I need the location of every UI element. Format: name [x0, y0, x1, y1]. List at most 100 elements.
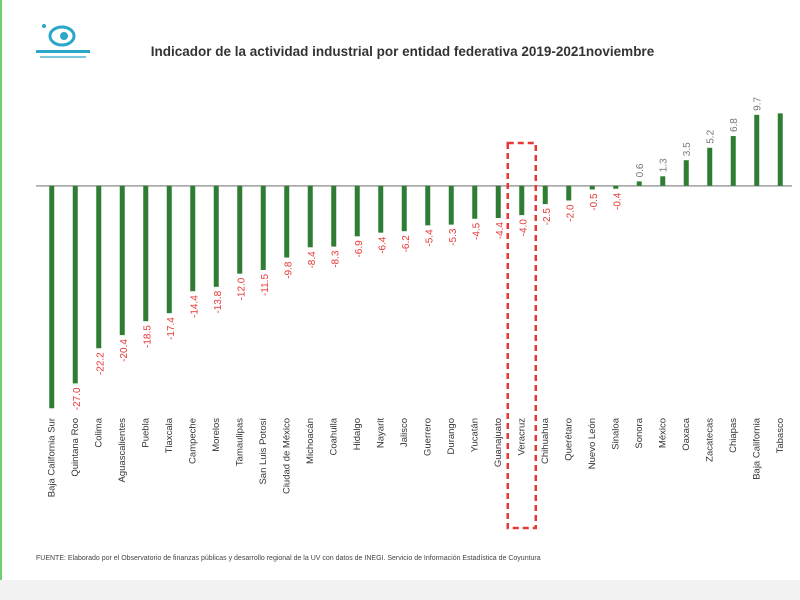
value-label: -20.4: [119, 339, 130, 362]
x-tick-label: Puebla: [140, 417, 151, 447]
value-label: -8.3: [330, 250, 341, 268]
value-label: -18.5: [142, 325, 153, 348]
x-tick-label: Oaxaca: [681, 417, 692, 450]
bar: [777, 113, 783, 186]
x-tick-label: Sinaloa: [610, 417, 621, 449]
bar: [707, 147, 713, 186]
bar: [589, 185, 595, 190]
bar: [495, 185, 501, 219]
value-label: -9.8: [283, 261, 294, 279]
x-tick-label: Veracruz: [516, 418, 527, 456]
value-label: 9.7: [752, 96, 763, 110]
bar: [166, 185, 172, 314]
source-note: FUENTE: Elaborado por el Observatorio de…: [36, 555, 541, 562]
value-label: -4.4: [495, 222, 506, 240]
x-tick-label: Durango: [446, 418, 457, 454]
value-label: 5.2: [705, 129, 716, 143]
value-label: -22.2: [95, 352, 106, 375]
x-tick-label: Tabasco: [775, 418, 786, 453]
x-tick-label: Guerrero: [422, 418, 433, 456]
x-tick-label: Jalisco: [399, 418, 410, 447]
bar: [119, 185, 125, 336]
bar: [754, 114, 760, 186]
bar: [519, 185, 525, 216]
value-label: -4.0: [518, 219, 529, 237]
bar: [636, 181, 642, 186]
x-tick-label: Colima: [93, 417, 104, 447]
x-tick-label: Chiapas: [728, 418, 739, 453]
chart-title: Indicador de la actividad industrial por…: [150, 44, 655, 59]
bar: [331, 185, 337, 247]
bar: [307, 185, 313, 248]
chart: Baja California Sur Quintana Roo -27.0 Coli…: [36, 24, 792, 530]
x-tick-label: Tamaulipas: [234, 418, 245, 466]
x-tick-label: Baja California Sur: [46, 418, 57, 497]
bar: [425, 185, 431, 226]
value-label: -0.5: [589, 193, 600, 211]
value-label: -6.2: [401, 235, 412, 253]
bar: [49, 185, 55, 409]
value-label: -0.4: [612, 192, 623, 210]
bar: [448, 185, 454, 225]
value-label: -2.0: [565, 204, 576, 222]
x-tick-label: Quintana Roo: [70, 418, 81, 477]
x-tick-label: Campeche: [187, 418, 198, 464]
x-tick-label: Zacatecas: [704, 418, 715, 462]
bar: [260, 185, 266, 270]
value-label: 3.5: [682, 142, 693, 156]
x-tick-label: Aguascalientes: [117, 418, 128, 483]
value-label: -5.4: [424, 229, 435, 247]
bar: [72, 185, 78, 384]
x-tick-label: Tlaxcala: [164, 417, 175, 453]
x-tick-label: Coahuila: [328, 417, 339, 455]
value-label: -8.4: [307, 251, 318, 269]
bar: [401, 185, 407, 232]
bar: [683, 160, 689, 186]
logo: [36, 24, 90, 58]
value-label: -13.8: [213, 290, 224, 313]
x-tick-label: Michoacán: [305, 418, 316, 464]
value-label: -6.4: [377, 236, 388, 254]
value-label: -17.4: [166, 317, 177, 340]
x-tick-label: Chihuahua: [540, 417, 551, 464]
x-tick-label: Sonora: [634, 417, 645, 448]
bar: [284, 185, 290, 258]
bar: [143, 185, 149, 322]
x-tick-label: Hidalgo: [352, 418, 363, 450]
value-label: -5.3: [448, 228, 459, 246]
bar: [378, 185, 384, 233]
bar: [213, 185, 219, 287]
bar: [730, 136, 736, 186]
bar: [96, 185, 102, 349]
x-tick-label: Nayarit: [375, 418, 386, 448]
value-label: -4.5: [471, 222, 482, 240]
highlight-box: [506, 141, 537, 530]
x-tick-label: México: [657, 418, 668, 448]
x-tick-label: Ciudad de México: [281, 418, 292, 494]
bar: [566, 185, 572, 201]
x-tick-label: Querétaro: [563, 418, 574, 461]
bar: [472, 185, 478, 219]
x-tick-label: Morelos: [211, 418, 222, 452]
frame: [0, 0, 800, 580]
bar: [542, 185, 548, 205]
value-label: -2.5: [542, 208, 553, 226]
bar: [190, 185, 196, 292]
bar: [613, 185, 619, 189]
x-tick-label: Yucatán: [469, 418, 480, 452]
bar: [237, 185, 243, 274]
value-label: -14.4: [189, 295, 200, 318]
x-tick-label: Guanajuato: [493, 418, 504, 467]
value-label: 0.6: [635, 163, 646, 177]
value-label: -12.0: [236, 277, 247, 300]
value-label: 1.3: [658, 158, 669, 172]
x-tick-label: Nuevo León: [587, 418, 598, 469]
x-tick-label: Baja California: [751, 417, 762, 479]
value-label: -6.9: [354, 240, 365, 258]
x-tick-label: San Luis Potosí: [258, 418, 269, 485]
value-label: 6.8: [729, 118, 740, 132]
bar: [354, 185, 360, 237]
value-label: -27.0: [72, 387, 83, 410]
bar: [660, 176, 666, 186]
value-label: -11.5: [260, 274, 271, 296]
